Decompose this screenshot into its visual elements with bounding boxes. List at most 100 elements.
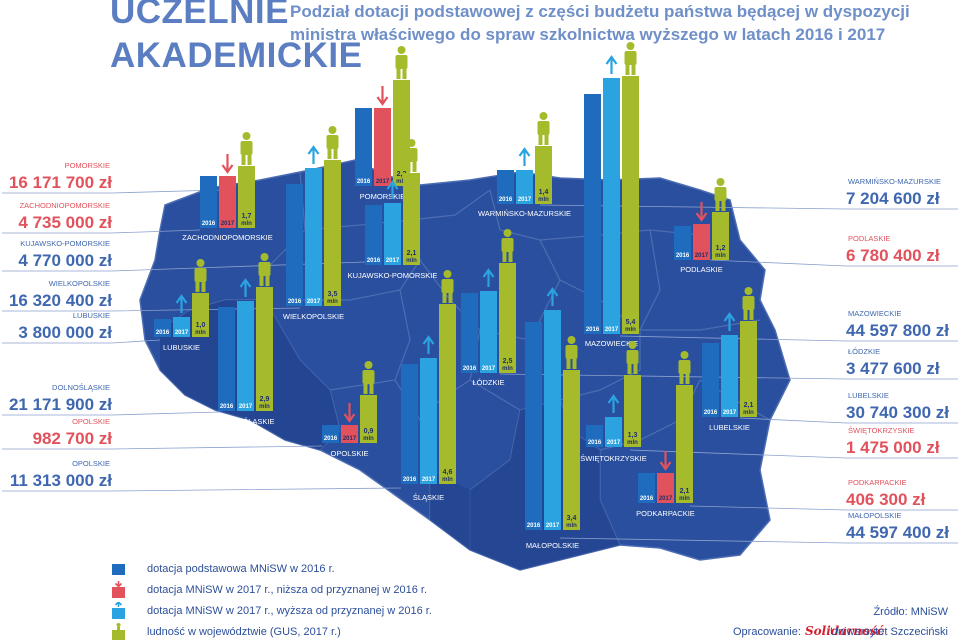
bar-2016-warminsko-mazurskie bbox=[497, 170, 514, 204]
person-head-malopolskie bbox=[567, 336, 576, 344]
right-label-amount-malopolskie-7: 44 597 400 zł bbox=[846, 523, 949, 542]
left-label-amount-kujawsko-pomorskie-2: 4 770 000 zł bbox=[18, 251, 112, 270]
person-leg-left-podlaskie bbox=[715, 200, 720, 211]
arrow-down-icon-podlaskie bbox=[695, 202, 708, 222]
person-leg-right-mazowieckie bbox=[631, 64, 636, 75]
person-icon-kujawsko-pomorskie bbox=[405, 139, 418, 172]
person-leg-left-slaskie bbox=[442, 292, 447, 303]
bar-2017-label-kujawsko-pomorskie: 2017 bbox=[386, 258, 400, 264]
population-unit-lubuskie: mln bbox=[195, 330, 206, 336]
right-leader-warminsko-mazurskie-0 bbox=[539, 204, 958, 210]
left-label-amount-dolnoslaskie-5: 21 171 900 zł bbox=[9, 395, 112, 414]
bar-2017-label-warminsko-mazurskie: 2017 bbox=[518, 197, 532, 203]
population-value-podlaskie: 1,2 bbox=[716, 245, 726, 252]
arrow-up-icon-dolnoslaskie bbox=[239, 278, 252, 297]
bar-2016-label-opolskie: 2016 bbox=[324, 436, 338, 442]
region-label-kujawsko-pomorskie: KUJAWSKO-POMORSKIE bbox=[348, 271, 438, 280]
bar-2016-mazowieckie bbox=[584, 94, 601, 334]
left-label-name-wielkopolskie-3: WIELKOPOLSKIE bbox=[49, 279, 110, 288]
bar-2017-kujawsko-pomorskie bbox=[384, 203, 401, 265]
bar-2017-label-dolnoslaskie: 2017 bbox=[239, 404, 253, 410]
arrow-up-icon-lubuskie bbox=[175, 294, 188, 313]
legend-swatch-lower bbox=[112, 581, 125, 598]
left-label-name-zachodniopomorskie-1: ZACHODNIOPOMORSKIE bbox=[20, 201, 110, 210]
population-unit-dolnoslaskie: mln bbox=[259, 404, 270, 410]
person-leg-right-pomorskie bbox=[402, 68, 407, 79]
person-leg-left-lodzkie bbox=[502, 251, 507, 262]
left-label-amount-zachodniopomorskie-1: 4 735 000 zł bbox=[18, 213, 112, 232]
person-leg-left-lubelskie bbox=[743, 309, 748, 320]
right-label-name-lubelskie-4: LUBELSKIE bbox=[848, 391, 889, 400]
legend-swatch-population bbox=[112, 623, 125, 640]
person-torso-pomorskie bbox=[395, 55, 408, 69]
population-value-warminsko-mazurskie: 1,4 bbox=[539, 189, 549, 196]
person-icon-pomorskie bbox=[395, 46, 408, 79]
person-head-dolnoslaskie bbox=[260, 253, 269, 261]
right-label-amount-warminsko-mazurskie-0: 7 204 600 zł bbox=[846, 189, 940, 208]
bar-2016-label-lodzkie: 2016 bbox=[463, 366, 477, 372]
bar-2016-label-warminsko-mazurskie: 2016 bbox=[499, 197, 513, 203]
bar-population-lubelskie bbox=[740, 321, 757, 417]
region-label-dolnoslaskie: DOLNOŚLĄSKIE bbox=[217, 417, 275, 426]
bar-2017-lubelskie bbox=[721, 335, 738, 417]
person-torso-lubelskie bbox=[742, 296, 755, 310]
amount-labels: POMORSKIE 16 171 700 zł ZACHODNIOPOMORSKIE… bbox=[9, 161, 949, 542]
person-leg-left-podkarpackie bbox=[679, 373, 684, 384]
right-label-amount-mazowieckie-2: 44 597 800 zł bbox=[846, 321, 949, 340]
bar-2017-podkarpackie bbox=[657, 473, 674, 503]
arrow-up-icon-swietokrzyskie bbox=[607, 394, 620, 413]
bar-2016-label-dolnoslaskie: 2016 bbox=[220, 404, 234, 410]
person-leg-right-zachodniopomorskie bbox=[247, 154, 252, 165]
person-leg-left-malopolskie bbox=[566, 358, 571, 369]
bar-2017-lodzkie bbox=[480, 291, 497, 373]
left-leader-opolskie-7 bbox=[2, 487, 402, 492]
right-leader-lodzkie-3 bbox=[499, 373, 958, 380]
population-value-wielkopolskie: 3,5 bbox=[328, 291, 338, 298]
bar-2017-warminsko-mazurskie bbox=[516, 170, 533, 204]
person-torso-lubuskie bbox=[194, 268, 207, 282]
bar-2017-label-podkarpackie: 2017 bbox=[659, 496, 673, 502]
population-unit-podkarpackie: mln bbox=[679, 496, 690, 502]
region-label-lubelskie: LUBELSKIE bbox=[709, 423, 750, 432]
region-label-zachodniopomorskie: ZACHODNIOPOMORSKIE bbox=[182, 233, 272, 242]
left-label-amount-opolskie-6: 982 700 zł bbox=[33, 429, 113, 448]
right-label-name-swietokrzyskie-5: ŚWIĘTOKRZYSKIE bbox=[848, 426, 915, 435]
left-leader-dolnoslaskie-5 bbox=[2, 411, 221, 416]
region-label-pomorskie: POMORSKIE bbox=[360, 192, 405, 201]
population-value-mazowieckie: 5,4 bbox=[626, 319, 636, 326]
legend-swatch-2016 bbox=[112, 564, 125, 575]
person-leg-right-slaskie bbox=[448, 292, 453, 303]
left-label-amount-opolskie-7: 11 313 000 zł bbox=[10, 471, 112, 490]
person-torso-lodzkie bbox=[501, 238, 514, 252]
bar-2017-lubuskie bbox=[173, 317, 190, 337]
population-value-lubelskie: 2,1 bbox=[744, 402, 754, 409]
bar-population-wielkopolskie bbox=[324, 160, 341, 306]
person-head-pomorskie bbox=[397, 46, 406, 54]
population-unit-opolskie: mln bbox=[363, 436, 374, 442]
bar-2017-mazowieckie bbox=[603, 78, 620, 334]
title-line-2: AKADEMICKIE bbox=[110, 36, 363, 75]
person-leg-left-mazowieckie bbox=[625, 64, 630, 75]
prepared-by: Opracowanie: bbox=[733, 626, 801, 638]
population-value-swietokrzyskie: 1,3 bbox=[628, 432, 638, 439]
person-head-kujawsko-pomorskie bbox=[407, 139, 416, 147]
left-label-amount-lubuskie-4: 3 800 000 zł bbox=[18, 323, 112, 342]
bar-2016-label-zachodniopomorskie: 2016 bbox=[202, 221, 216, 227]
bar-2017-label-lubuskie: 2017 bbox=[175, 330, 189, 336]
bar-2016-wielkopolskie bbox=[286, 184, 303, 306]
person-leg-right-warminsko-mazurskie bbox=[544, 134, 549, 145]
person-head-opolskie bbox=[364, 361, 373, 369]
person-torso-opolskie bbox=[362, 370, 375, 384]
population-value-podkarpackie: 2,1 bbox=[680, 488, 690, 495]
person-head-lubelskie bbox=[744, 287, 753, 295]
